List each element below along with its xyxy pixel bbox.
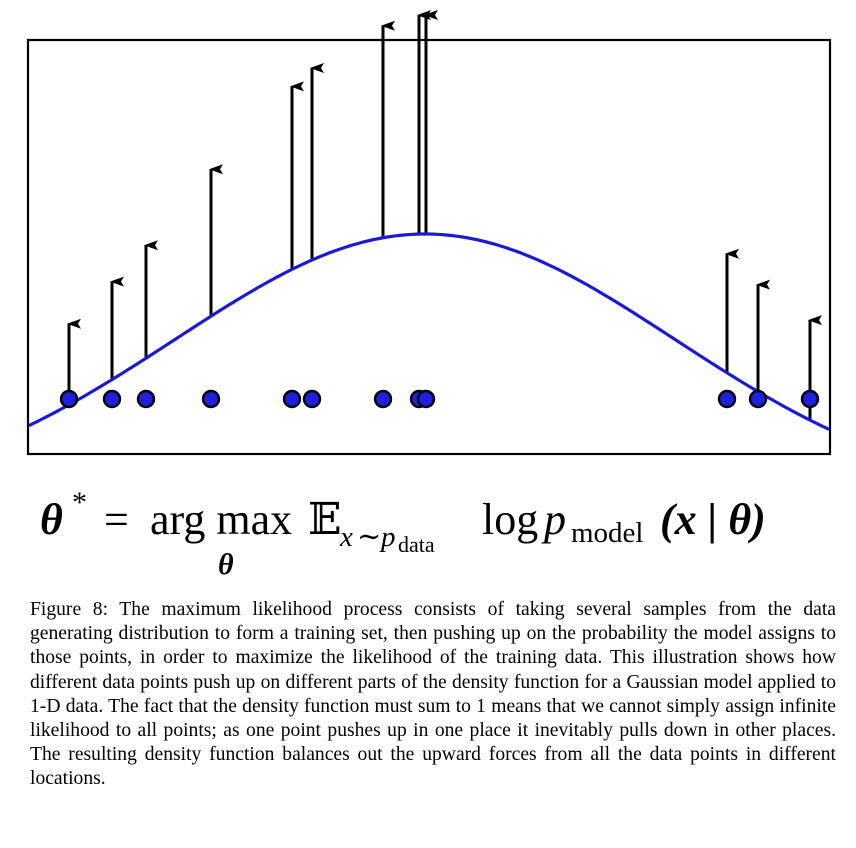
data-point <box>373 389 393 409</box>
gaussian-likelihood-figure <box>26 10 832 456</box>
mle-formula: θ * = arg max θ 𝔼 x ∼ p data log p model… <box>40 486 766 581</box>
equals-sign: = <box>104 495 129 544</box>
data-point <box>748 389 768 409</box>
model-subscript: model <box>571 517 644 549</box>
points-layer <box>59 389 820 409</box>
expectation-sub-p: p <box>379 521 396 553</box>
expectation-sub-sim: ∼ <box>357 521 381 553</box>
data-point <box>59 389 79 409</box>
p-symbol: p <box>541 495 566 544</box>
data-point <box>136 389 156 409</box>
figure-frame <box>26 38 832 456</box>
expectation-sub-data: data <box>398 532 435 557</box>
argmax-subscript-theta: θ <box>218 548 234 581</box>
figure-caption: Figure 8: The maximum likelihood process… <box>30 599 836 790</box>
data-point <box>416 389 436 409</box>
data-point <box>717 389 737 409</box>
arrows-layer <box>67 10 822 421</box>
theta-star-symbol: θ <box>40 495 63 544</box>
data-point <box>282 389 302 409</box>
log-operator: log <box>482 495 538 544</box>
data-point <box>800 389 820 409</box>
data-point <box>102 389 122 409</box>
star-superscript: * <box>72 486 87 519</box>
data-point <box>302 389 322 409</box>
expectation-sub-x: x <box>339 521 353 553</box>
expectation-symbol: 𝔼 <box>308 495 342 544</box>
data-point <box>201 389 221 409</box>
density-curve <box>28 232 830 431</box>
argmax-operator: arg max <box>150 495 292 544</box>
formula-arguments: (x | θ) <box>660 495 766 544</box>
